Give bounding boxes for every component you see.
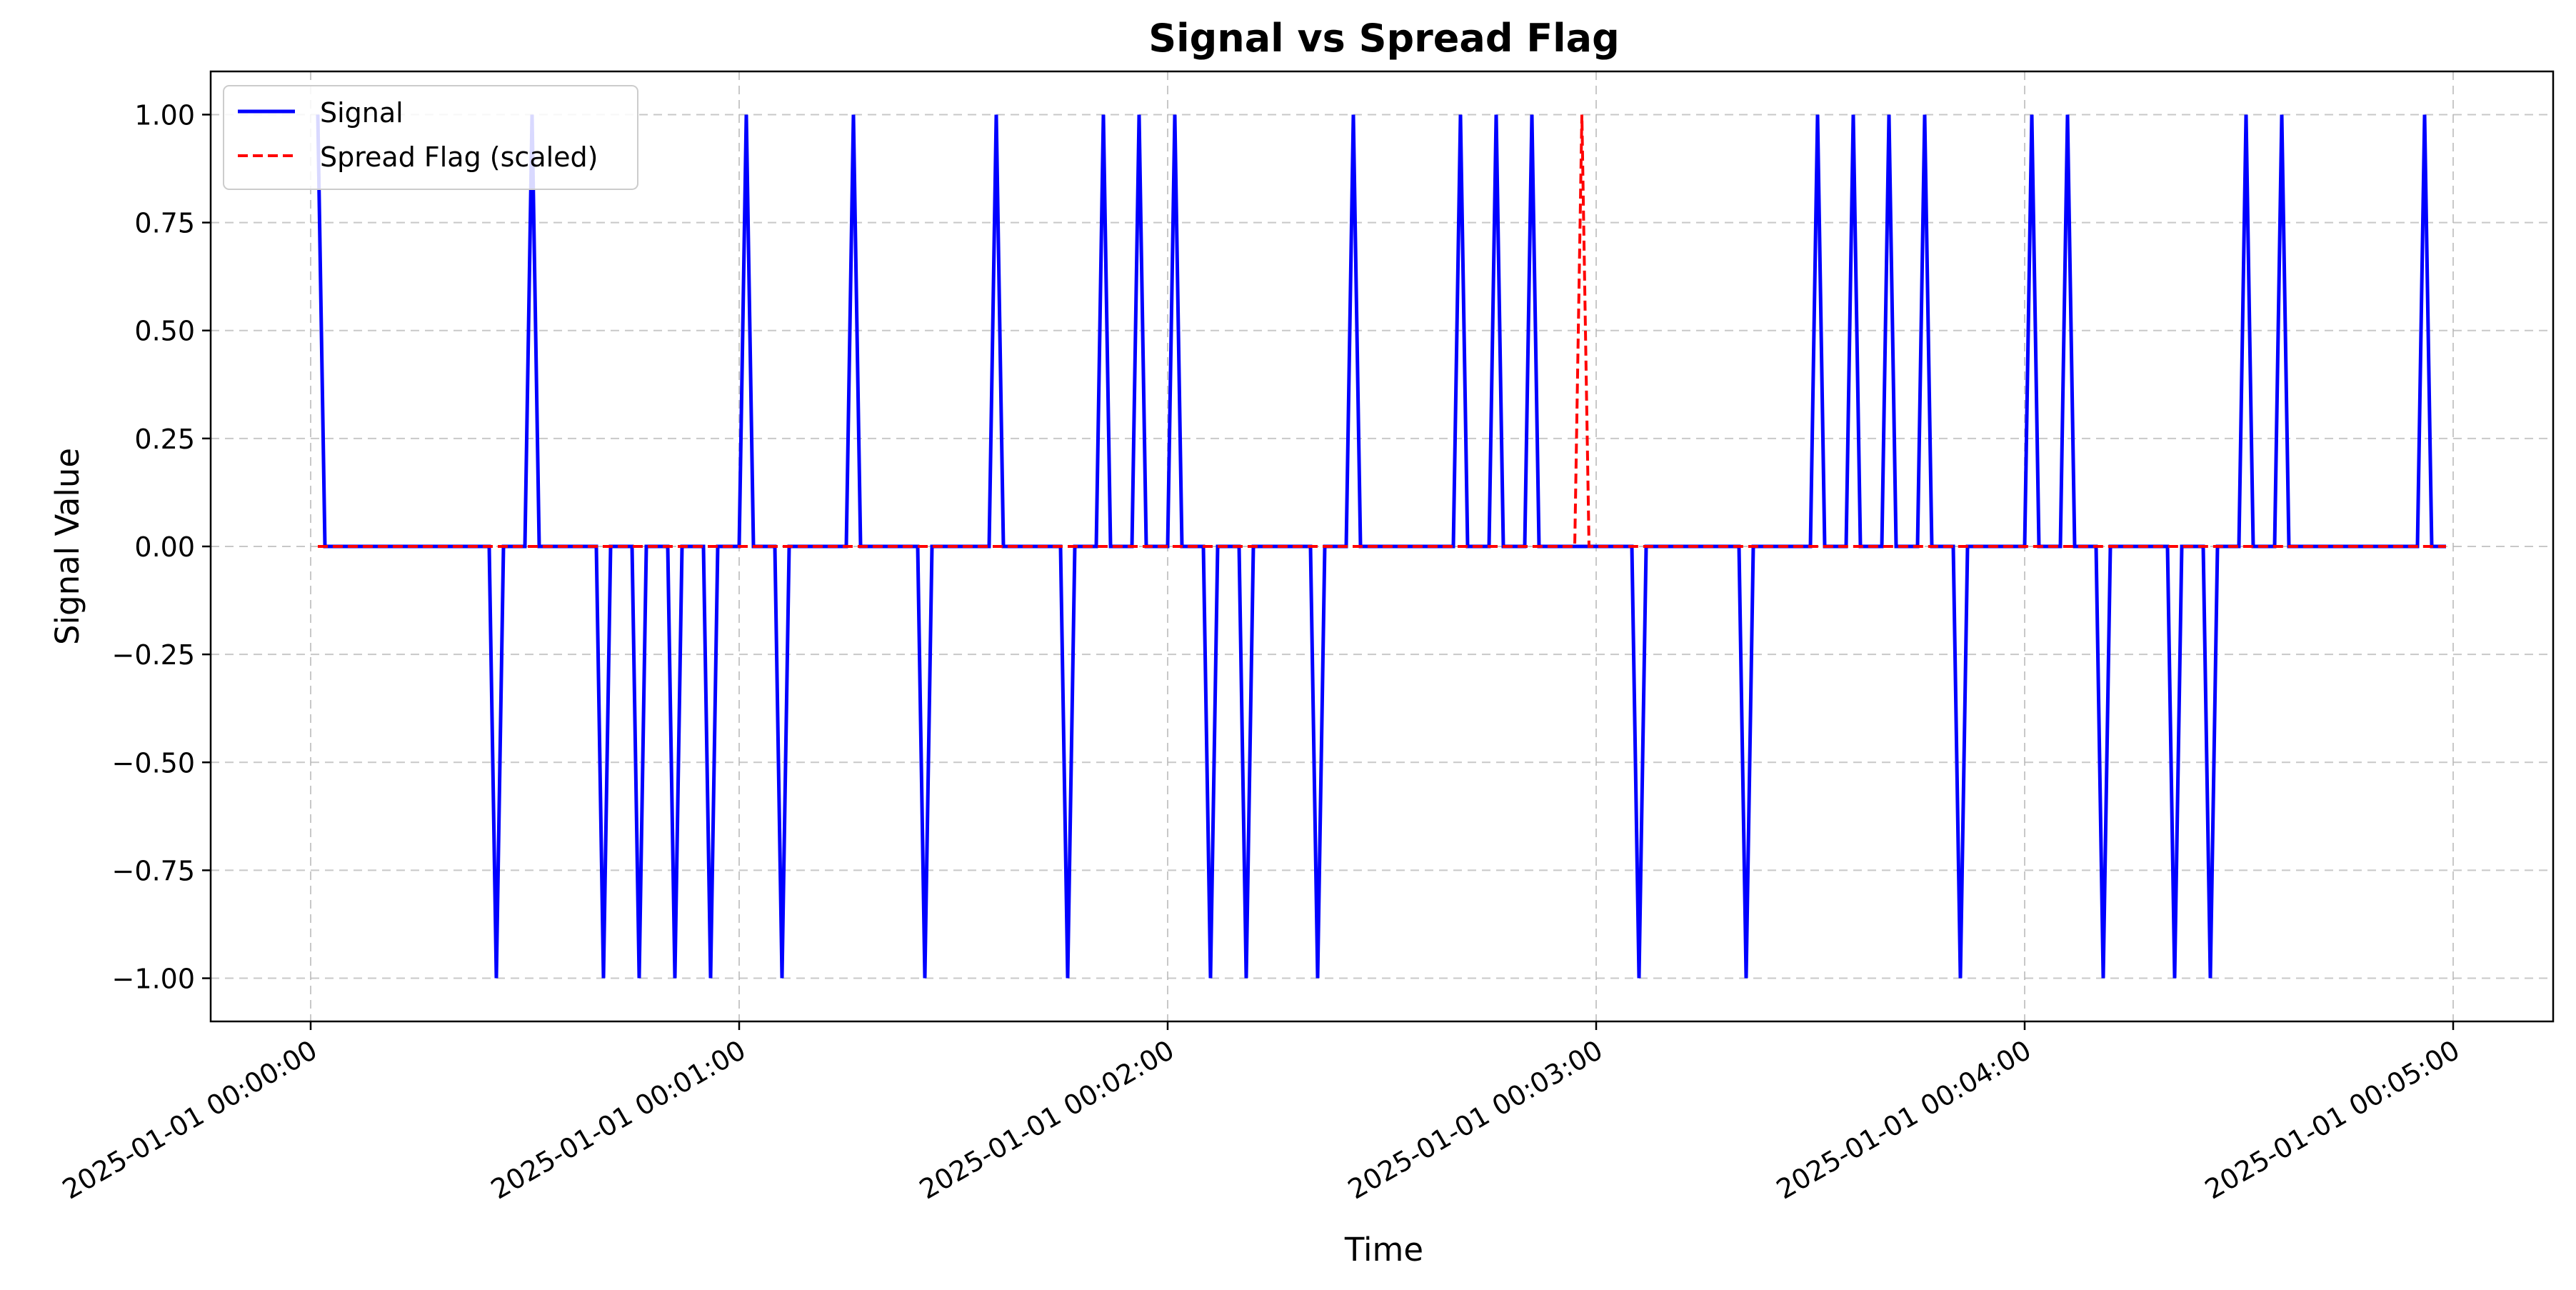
legend: Signal Spread Flag (scaled) [223, 85, 638, 190]
y-tick-label: 0.75 [134, 208, 195, 239]
chart-title: Signal vs Spread Flag [1148, 16, 1620, 61]
y-axis-label: Signal Value [49, 448, 86, 645]
y-tick-label: 0.50 [134, 316, 195, 347]
y-tick-label: −1.00 [112, 964, 195, 995]
series-layer [316, 114, 2446, 979]
y-tick-label: −0.75 [112, 855, 195, 886]
y-tick-label: 0.25 [134, 424, 195, 455]
y-tick-label: 1.00 [134, 99, 195, 131]
y-tick-label: 0.00 [134, 531, 195, 563]
legend-signal-label: Signal [320, 97, 404, 129]
y-tick-label: −0.25 [112, 639, 195, 671]
x-axis-label: Time [1344, 1231, 1423, 1269]
legend-box [223, 85, 638, 190]
legend-spread-flag-label: Spread Flag (scaled) [320, 141, 598, 173]
series-line-spread-flag [318, 114, 2446, 548]
y-tick-label: −0.50 [112, 747, 195, 779]
